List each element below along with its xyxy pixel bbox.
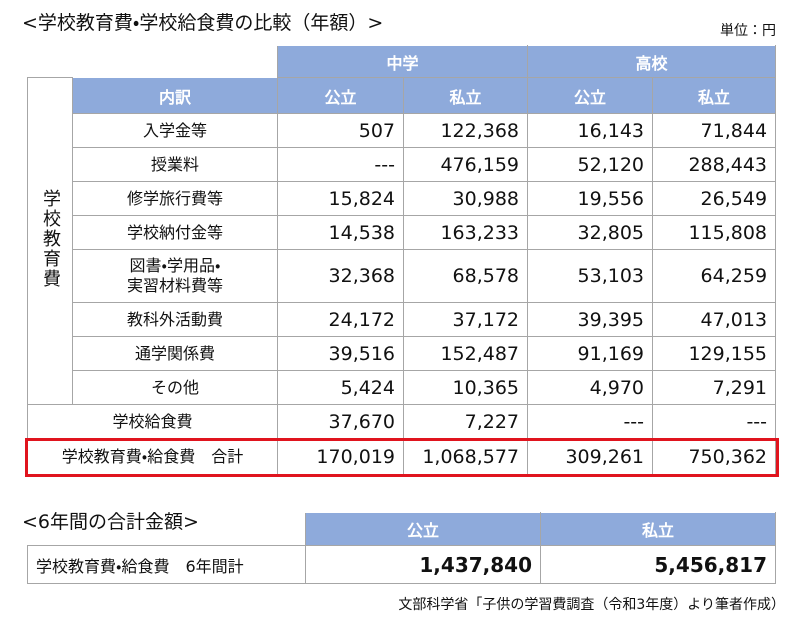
table-row: その他 5,424 10,365 4,970 7,291	[28, 370, 777, 405]
value-cell: 19,556	[527, 181, 654, 216]
value-cell: 24,172	[277, 302, 404, 337]
table-row: 通学関係費 39,516 152,487 91,169 129,155	[28, 336, 777, 371]
total-highlight	[24, 437, 779, 477]
value-cell: 309,261	[527, 438, 654, 476]
value-cell: 4,970	[527, 370, 654, 405]
value-cell: 26,549	[652, 181, 777, 216]
table-row: 授業料 --- 476,159 52,120 288,443	[28, 147, 777, 182]
row-label: 学校教育費・給食費 6年間計	[27, 545, 306, 584]
value-cell: 170,019	[277, 438, 404, 476]
value-cell: 115,808	[652, 215, 777, 250]
row-label: 図書・学用品・ 実習材料費等	[72, 249, 278, 303]
value-cell: 163,233	[402, 215, 529, 250]
value-cell: 16,143	[527, 113, 654, 148]
column-header: 私立	[652, 77, 777, 114]
blank-cell	[28, 46, 278, 78]
table-row: 学校教育費・給食費 合計 170,019 1,068,577 309,261 750,3…	[27, 438, 777, 476]
column-header: 私立	[402, 77, 529, 114]
value-cell: 30,988	[402, 181, 529, 216]
value-cell: 507	[277, 113, 404, 148]
table-row: 教科外活動費 24,172 37,172 39,395 47,013	[28, 302, 777, 337]
value-cell: 39,516	[277, 336, 404, 371]
column-header: 公立	[277, 77, 404, 114]
column-header: 公立	[305, 512, 541, 546]
table-row: 学校納付金等 14,538 163,233 32,805 115,808	[28, 215, 777, 250]
row-label: 授業料	[72, 147, 278, 182]
table-row: 中学 高校	[28, 45, 777, 78]
value-cell: 750,362	[652, 438, 777, 476]
summary-title: <6年間の合計金額>	[22, 511, 199, 533]
row-label: その他	[72, 370, 278, 405]
value-cell: 15,824	[277, 181, 404, 216]
value-cell: 1,437,840	[305, 545, 541, 584]
group-header: 中学	[276, 45, 529, 78]
table-row: 学校給食費 37,670 7,227 --- ---	[27, 404, 777, 439]
value-cell: 53,103	[527, 249, 654, 303]
title: <学校教育費・学校給食費の比較（年額）>	[22, 12, 384, 34]
value-cell: 129,155	[652, 336, 777, 371]
value-cell: 32,368	[277, 249, 404, 303]
value-cell: 47,013	[652, 302, 777, 337]
group-label-text: 学校教育費	[40, 189, 61, 289]
value-cell: 14,538	[277, 215, 404, 250]
unit: 単位：円	[720, 23, 776, 39]
value-cell: 52,120	[527, 147, 654, 182]
source: 文部科学省「子供の学習費調査（令和3年度）より筆者作成）	[398, 597, 785, 613]
table-row: 修学旅行費等 15,824 30,988 19,556 26,549	[28, 181, 777, 216]
comparison-table: 中学 高校 学校教育費 内訳 公立 私立 公立 私立 入学金等 507 122,368 16,143 7…	[27, 45, 777, 476]
group-label: 学校教育費	[27, 77, 73, 405]
value-cell: 91,169	[527, 336, 654, 371]
table-row: 学校教育費 内訳 公立 私立 公立 私立	[27, 77, 777, 405]
group-header: 高校	[527, 45, 777, 78]
column-header: 私立	[540, 512, 776, 546]
value-cell: 39,395	[527, 302, 654, 337]
value-cell: 7,227	[402, 404, 529, 439]
value-cell: 71,844	[652, 113, 777, 148]
row-label: 教科外活動費	[72, 302, 278, 337]
value-cell: 7,291	[652, 370, 777, 405]
value-cell: 288,443	[652, 147, 777, 182]
row-label: 修学旅行費等	[72, 181, 278, 216]
column-header: 公立	[527, 77, 654, 114]
value-cell: 152,487	[402, 336, 529, 371]
row-label: 学校教育費・給食費 合計	[27, 438, 278, 476]
value-cell: 68,578	[402, 249, 529, 303]
value-cell: 5,456,817	[540, 545, 776, 584]
column-header: 内訳	[72, 77, 278, 114]
value-cell: 37,172	[402, 302, 529, 337]
table-row: 入学金等 507 122,368 16,143 71,844	[28, 113, 777, 148]
value-cell: ---	[527, 404, 654, 439]
value-cell: ---	[277, 147, 404, 182]
table-row: 公立 私立	[28, 512, 776, 546]
row-label: 通学関係費	[72, 336, 278, 371]
row-label: 学校給食費	[27, 404, 278, 439]
value-cell: 64,259	[652, 249, 777, 303]
table-row: 図書・学用品・ 実習材料費等 32,368 68,578 53,103 64,259	[28, 249, 777, 303]
value-cell: 122,368	[402, 113, 529, 148]
value-cell: 476,159	[402, 147, 529, 182]
summary-table: 公立 私立 学校教育費・給食費 6年間計 1,437,840 5,456,817	[27, 512, 776, 584]
row-label: 入学金等	[72, 113, 278, 148]
row-label: 学校納付金等	[72, 215, 278, 250]
value-cell: 10,365	[402, 370, 529, 405]
value-cell: ---	[652, 404, 777, 439]
value-cell: 5,424	[277, 370, 404, 405]
value-cell: 37,670	[277, 404, 404, 439]
table-row: 学校教育費・給食費 6年間計 1,437,840 5,456,817	[27, 545, 776, 584]
value-cell: 32,805	[527, 215, 654, 250]
blank-cell	[28, 513, 306, 546]
